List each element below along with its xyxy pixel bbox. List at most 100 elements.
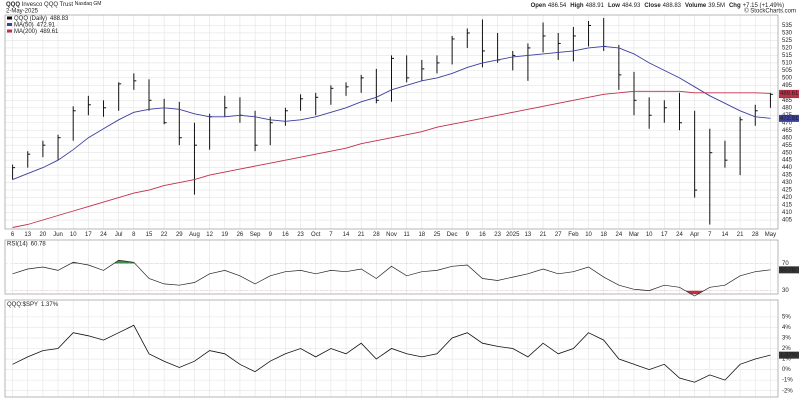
quote-label: Volume [685, 3, 707, 9]
value-tag-bg [779, 89, 799, 97]
indicator-value: 60.78 [31, 241, 47, 247]
quote-value: 486.54 [548, 3, 567, 9]
quote-label: Close [644, 3, 661, 9]
x-tick-label: 2025 [506, 232, 520, 238]
y-tick-label: 415 [782, 203, 793, 209]
y-tick-label: 465 [782, 128, 793, 134]
x-tick-label: 16 [479, 232, 486, 238]
x-tick-label: 29 [176, 232, 183, 238]
x-tick-label: 14 [722, 232, 729, 238]
legend-entry: MA(50) 472.91 [14, 22, 56, 28]
value-tag: 60.78 [780, 267, 796, 273]
x-tick-label: 28 [752, 232, 759, 238]
indicator-name: QQQ:$SPY [7, 302, 38, 308]
quote-label: Low [608, 3, 620, 9]
x-tick-label: 10 [646, 232, 653, 238]
x-tick-label: 23 [297, 232, 304, 238]
panel-frame [4, 14, 779, 230]
x-tick-label: 24 [100, 232, 107, 238]
x-tick-label: 21 [737, 232, 744, 238]
rsi-line [12, 259, 771, 297]
y-tick-label: 405 [782, 218, 793, 224]
date: 2-May-2025 [6, 9, 39, 15]
y-tick-label: 430 [782, 180, 793, 186]
x-tick-label: Apr [690, 232, 699, 238]
quote-value: 488.83 [663, 3, 682, 9]
legend-swatch [7, 16, 12, 20]
legend-entry: QQQ (Daily) 488.83 [14, 16, 69, 22]
x-tick-label: Mar [629, 232, 639, 238]
x-tick-label: 19 [221, 232, 228, 238]
x-tick-label: 12 [206, 232, 213, 238]
y-tick-label: 470 [782, 120, 793, 126]
y-tick-label: 525 [782, 38, 793, 44]
y-tick-label: 535 [782, 23, 793, 29]
legend-value: 488.83 [50, 16, 69, 22]
x-tick-label: 13 [525, 232, 532, 238]
copyright: © StockCharts.com [744, 8, 796, 15]
x-tick-label: 8 [132, 232, 136, 238]
quote: Open 486.54 High 488.91 Low 484.93 Close 488.83… [531, 3, 784, 9]
quote-value: 484.93 [622, 3, 641, 9]
x-tick-label: 23 [494, 232, 501, 238]
x-tick-label: 21 [358, 232, 365, 238]
x-tick-label: Dec [447, 232, 458, 238]
ticker: QQQ Invesco QQQ Trust Nasdaq GM [6, 1, 101, 7]
value-tag-bg [779, 351, 799, 359]
y-tick-label: 70 [782, 261, 789, 267]
y-tick-label: 485 [782, 98, 793, 104]
x-tick-label: 10 [585, 232, 592, 238]
x-tick-label: Aug [189, 232, 200, 238]
moving-average [12, 45, 771, 181]
y-tick-label: 440 [782, 165, 793, 171]
x-tick-label: 17 [85, 232, 92, 238]
y-tick-label: 2% [782, 346, 791, 352]
x-tick-label: 16 [282, 232, 289, 238]
indicator-legend: QQQ:$SPY 1.37% [7, 302, 59, 308]
x-tick-label: 15 [146, 232, 153, 238]
y-tick-label: 30 [782, 288, 789, 294]
y-tick-label: 4% [782, 325, 791, 331]
x-tick-label: 11 [404, 232, 411, 238]
y-tick-label: 515 [782, 53, 793, 59]
quote-value: +7.15 (+1.49%) [743, 3, 784, 9]
y-tick-label: 530 [782, 31, 793, 37]
value-tag: 489.61 [780, 91, 799, 97]
y-tick-label: 495 [782, 83, 793, 89]
x-tick-label: Feb [568, 232, 579, 238]
y-tick-label: 460 [782, 135, 793, 141]
indicator-legend: RSI(14) 60.78 [7, 241, 46, 247]
y-tick-label: -1% [782, 378, 793, 384]
y-tick-label: 450 [782, 150, 793, 156]
x-tick-label: Jun [53, 232, 63, 238]
quote-label: Open [531, 3, 547, 9]
legend-swatch [7, 29, 12, 33]
indicator-value: 1.37% [41, 302, 59, 308]
security-name: Invesco QQQ Trust [22, 2, 74, 8]
x-tick-label: 14 [343, 232, 350, 238]
y-tick-label: 500 [782, 75, 793, 81]
x-tick-label: 18 [418, 232, 425, 238]
y-tick-label: 420 [782, 195, 793, 201]
x-tick-label: 17 [661, 232, 668, 238]
x-tick-label: 10 [70, 232, 77, 238]
x-tick-label: 27 [555, 232, 562, 238]
y-tick-label: 520 [782, 46, 793, 52]
panel-frame [4, 239, 779, 295]
y-tick-label: 5% [782, 314, 791, 320]
x-tick-label: 21 [540, 232, 547, 238]
oversold-area [12, 290, 771, 294]
legend-name: MA(50) [14, 22, 34, 28]
y-tick-label: 445 [782, 158, 793, 164]
y-tick-label: 505 [782, 68, 793, 74]
x-tick-label: 26 [237, 232, 244, 238]
indicator-name: RSI(14) [7, 241, 28, 247]
x-tick-label: Jul [115, 232, 123, 238]
quote-label: High [570, 3, 584, 9]
x-tick-label: 7 [708, 232, 712, 238]
x-tick-label: 25 [434, 232, 441, 238]
legend-name: QQQ (Daily) [14, 16, 47, 22]
value-tag: 1.37% [780, 353, 798, 359]
